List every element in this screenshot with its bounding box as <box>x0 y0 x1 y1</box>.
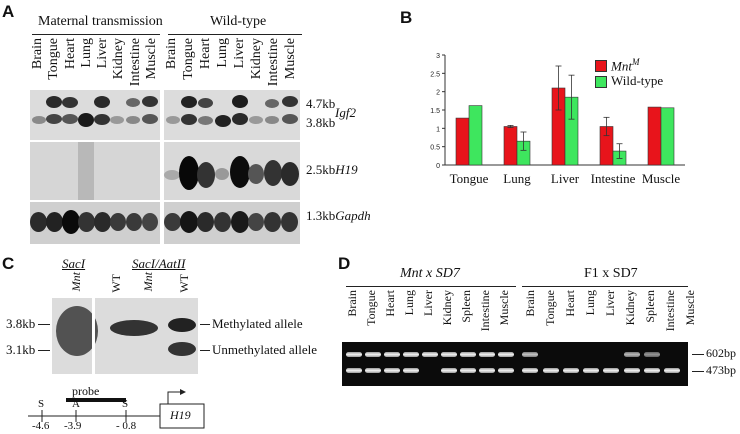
marker-3-8kb: 3.8kb <box>306 115 336 130</box>
lane-d-mnt-brain: Brain <box>345 290 359 317</box>
lane-a-wildtype-tongue: Tongue <box>181 38 196 80</box>
y-tick-label-4: 2 <box>436 90 440 97</box>
lane-a-wildtype-kidney: Kidney <box>249 38 264 80</box>
y-tick-label-5: 2.5 <box>430 71 440 78</box>
allele-unmethylated: Unmethylated allele <box>212 342 318 357</box>
lane-c-wt-1: WT <box>109 274 123 293</box>
lane-d-f1-heart: Heart <box>563 290 577 317</box>
blot-h19-wildtype <box>164 142 300 200</box>
lane-a-maternal-tongue: Tongue <box>46 38 62 80</box>
marker-2-5kb: 2.5kbH19 <box>306 162 358 177</box>
pos-4-6: -4.6 <box>32 420 50 432</box>
legend-swatch-wildtype <box>595 76 607 88</box>
lane-a-maternal-brain: Brain <box>30 38 45 70</box>
allele-methylated: Methylated allele <box>212 316 303 331</box>
panel-a-label: A <box>2 2 15 21</box>
y-tick-label-3: 1.5 <box>430 108 440 115</box>
x-label-intestine: Intestine <box>591 171 636 186</box>
pos-3-9: -3.9 <box>64 420 82 432</box>
panel-d-label: D <box>338 254 351 273</box>
y-tick-label-1: 0.5 <box>430 145 440 152</box>
panel-a-wildtype-line <box>168 34 302 35</box>
lane-d-f1-tongue: Tongue <box>543 290 557 326</box>
panel-c-label: C <box>2 254 15 273</box>
panel-a-group-maternal: Maternal transmission <box>38 14 163 29</box>
panel-a-maternal-line <box>32 34 160 35</box>
lane-d-mnt-heart: Heart <box>383 290 397 317</box>
lane-c-wt-2: WT <box>177 274 191 293</box>
lane-a-maternal-liver: Liver <box>95 38 110 69</box>
bar-muscle-wildtype <box>660 107 675 166</box>
lane-d-f1-brain: Brain <box>523 290 537 317</box>
site-s-2: S <box>122 398 129 410</box>
gel-d <box>342 342 688 386</box>
lane-d-mnt-muscle: Muscle <box>497 290 511 326</box>
lane-a-maternal-muscle: Muscle <box>143 38 159 80</box>
lane-d-mnt-spleen: Spleen <box>459 290 473 323</box>
lane-a-maternal-intestine: Intestine <box>127 38 143 87</box>
lane-a-wildtype-intestine: Intestine <box>266 38 281 87</box>
blot-h19-maternal <box>30 142 160 200</box>
y-tick-label-0: 0 <box>436 163 440 170</box>
lane-d-mnt-intestine: Intestine <box>478 290 492 332</box>
lane-c-mnt-1: Mnt <box>69 272 83 292</box>
probe-label: probe <box>72 384 100 398</box>
size-c-3-1kb: 3.1kb <box>6 342 36 357</box>
lane-a-wildtype-liver: Liver <box>232 38 247 69</box>
lane-d-f1-kidney: Kidney <box>623 290 637 326</box>
site-a: A <box>72 398 80 410</box>
bar-chart: 0 0.5 1 1.5 2 2.5 3 Tongue Lung Liver Intestine Mus… <box>430 53 685 186</box>
size-d-602bp: 602bp <box>706 346 736 360</box>
blot-c-aatii <box>164 298 198 374</box>
bar-muscle-mntm <box>647 106 662 166</box>
lane-d-f1-spleen: Spleen <box>643 290 657 323</box>
lane-d-mnt-tongue: Tongue <box>364 290 378 326</box>
map-gene-h19: H19 <box>170 408 191 422</box>
bar-lung-mntm <box>503 126 518 166</box>
lane-a-wildtype-heart: Heart <box>198 38 213 70</box>
lane-a-wildtype-brain: Brain <box>164 38 179 70</box>
blot-gapdh-maternal <box>30 202 160 244</box>
x-label-liver: Liver <box>551 171 580 186</box>
lane-d-f1-intestine: Intestine <box>663 290 677 332</box>
lane-a-maternal-heart: Heart <box>62 38 78 70</box>
panel-d-group-mnt: Mnt x SD7 <box>400 266 460 281</box>
site-s-1: S <box>38 398 45 410</box>
lane-a-wildtype-muscle: Muscle <box>283 38 298 80</box>
legend-swatch-mntm <box>595 60 607 72</box>
lane-d-f1-muscle: Muscle <box>683 290 697 326</box>
marker-1-3kb: 1.3kbGapdh <box>306 208 371 223</box>
blot-igf2-maternal <box>30 90 160 140</box>
marker-4-7kb: 4.7kb <box>306 96 336 111</box>
pos-0-8: - 0.8 <box>116 420 137 432</box>
panel-a-group-wildtype: Wild-type <box>210 14 267 29</box>
x-label-lung: Lung <box>503 171 531 186</box>
lane-d-f1-liver: Liver <box>603 290 617 316</box>
restriction-map <box>28 389 205 429</box>
lane-d-mnt-lung: Lung <box>402 290 416 316</box>
blot-c-saci <box>52 298 164 374</box>
y-tick-label-6: 3 <box>436 53 440 60</box>
size-c-3-8kb: 3.8kb <box>6 316 36 331</box>
lane-a-maternal-kidney: Kidney <box>111 38 127 80</box>
lane-d-f1-lung: Lung <box>583 290 597 316</box>
panel-b-label: B <box>400 8 413 27</box>
marker-igf2-gene: Igf2 <box>335 105 356 120</box>
lane-d-mnt-liver: Liver <box>421 290 435 316</box>
bar-tongue-mntm <box>455 117 470 166</box>
panel-d-group-f1: F1 x SD7 <box>584 266 638 281</box>
blot-igf2-wildtype <box>164 90 300 140</box>
size-d-473bp: 473bp <box>706 363 736 377</box>
x-label-muscle: Muscle <box>642 171 681 186</box>
lane-c-mnt-2: Mnt <box>141 272 155 292</box>
enzyme-saci: SacI <box>62 256 86 271</box>
enzyme-saci-aatii: SacI/AatII <box>132 256 186 271</box>
lane-a-wildtype-lung: Lung <box>215 38 230 68</box>
lane-a-maternal-lung: Lung <box>78 38 94 68</box>
y-tick-label-2: 1 <box>436 126 440 133</box>
x-label-tongue: Tongue <box>450 171 489 186</box>
bar-tongue-wildtype <box>468 105 483 166</box>
lane-d-mnt-kidney: Kidney <box>440 290 454 326</box>
blot-gapdh-wildtype <box>164 202 300 244</box>
